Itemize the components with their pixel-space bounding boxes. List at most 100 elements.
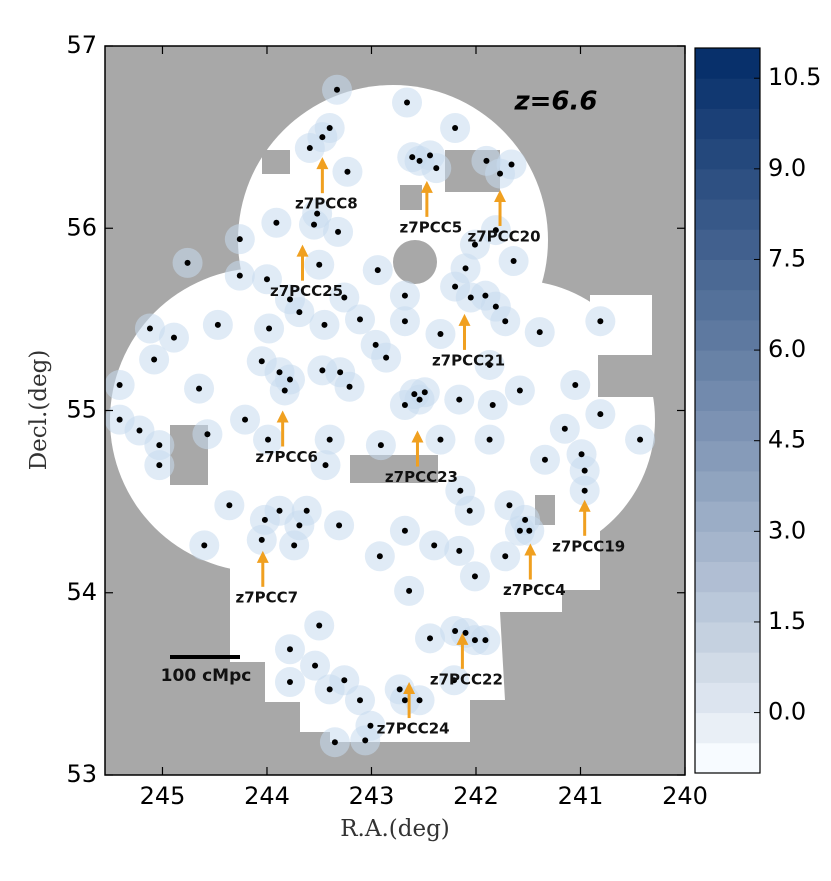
point [170,334,177,341]
point [312,662,319,669]
point [597,411,604,418]
colorbar-band [695,410,760,442]
point [536,329,543,336]
point [286,646,293,653]
y-axis-title: Decl.(deg) [26,350,52,471]
point [319,367,326,374]
point [506,502,513,509]
point [266,325,273,332]
point [356,316,363,323]
point [276,369,283,376]
point [226,502,233,509]
annotation-label: z7PCC8 [295,195,358,213]
point [497,170,504,177]
point [581,487,588,494]
annotation-arrowhead [494,189,507,202]
scale-bar-label: 100 cMpc [161,666,252,686]
point [242,416,249,423]
mask-hole [400,185,422,210]
redshift-label: z=6.6 [514,87,598,117]
point [482,292,489,299]
y-tick-label: 54 [66,578,97,606]
point [433,165,440,172]
annotation-label: z7PCC4 [503,581,566,599]
point [263,276,270,283]
point [457,487,464,494]
annotation-label: z7PCC21 [432,351,505,369]
annotation-arrowhead [411,430,424,443]
colorbar-band [695,561,760,593]
point [401,402,408,409]
point [462,265,469,272]
colorbar-tick-label: 10.5 [768,63,821,91]
point [337,369,344,376]
point [483,157,490,164]
point [510,258,517,265]
colorbar-band [695,289,760,321]
y-tick-label: 57 [66,31,97,59]
x-tick-label: 240 [662,782,708,810]
x-tick-label: 242 [453,782,499,810]
annotation-arrowhead [456,632,469,645]
mask-hole [535,495,555,525]
point [316,261,323,268]
point [151,356,158,363]
x-axis-title: R.A.(deg) [340,816,450,842]
point [372,341,379,348]
annotation-label: z7PCC7 [235,588,298,606]
colorbar-band [695,652,760,683]
annotation-arrowhead [420,180,433,193]
point [326,125,333,132]
point [431,542,438,549]
point [296,522,303,529]
point [456,547,463,554]
annotation-label: z7PCC23 [385,468,458,486]
colorbar-tick-label: 7.5 [768,244,806,272]
colorbar-band [695,350,760,381]
point [258,536,265,543]
point [156,442,163,449]
point [466,507,473,514]
annotation-label: z7PCC20 [467,227,540,245]
point [136,427,143,434]
point [522,516,529,523]
point [146,325,153,332]
point [196,385,203,392]
point [303,507,310,514]
point [236,236,243,243]
point [367,722,374,729]
colorbar-band [695,682,760,714]
annotation-label: z7PCC24 [377,720,450,738]
point [335,228,342,235]
point [376,553,383,560]
point [261,516,268,523]
point [281,387,288,394]
point [471,573,478,580]
point [214,321,221,328]
point [377,442,384,449]
point [341,677,348,684]
colorbar-tick-label: 9.0 [768,154,806,182]
colorbar-band [695,108,760,140]
point [409,154,416,161]
x-tick-label: 244 [244,782,290,810]
point [286,296,293,303]
point [462,629,469,636]
point [404,99,411,106]
colorbar-band [695,591,760,623]
colorbar-band [695,229,760,260]
mask-hole [598,355,668,397]
point [401,292,408,299]
annotation-label: z7PCC6 [255,448,318,466]
point [362,737,369,744]
mask-hole [393,240,437,284]
colorbar-band [695,440,760,472]
point [561,425,568,432]
point [321,321,328,328]
point [319,134,326,141]
point [482,637,489,644]
point [311,221,318,228]
